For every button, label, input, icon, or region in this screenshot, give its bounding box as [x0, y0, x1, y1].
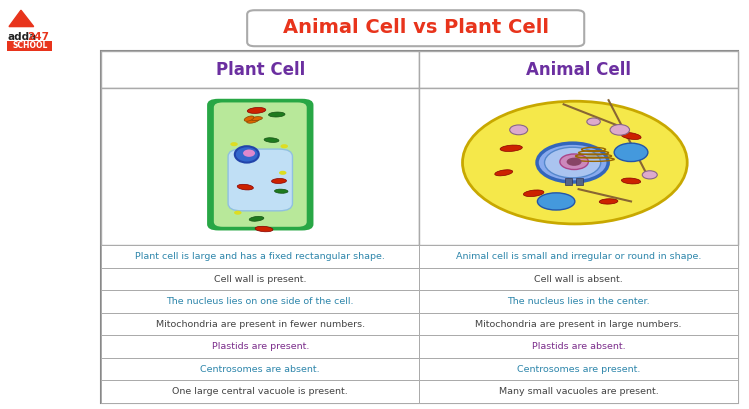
Bar: [577, 178, 583, 185]
Bar: [101, 358, 419, 380]
Bar: [101, 88, 419, 245]
Ellipse shape: [614, 143, 648, 162]
Bar: [101, 290, 419, 313]
Bar: [101, 380, 419, 403]
Ellipse shape: [560, 154, 589, 169]
Circle shape: [610, 124, 630, 135]
Bar: [419, 268, 738, 290]
Circle shape: [279, 171, 287, 175]
Text: Animal Cell: Animal Cell: [526, 61, 631, 79]
Ellipse shape: [524, 190, 544, 197]
Text: One large central vacuole is present.: One large central vacuole is present.: [172, 387, 348, 396]
Circle shape: [510, 125, 528, 135]
Ellipse shape: [264, 138, 279, 142]
Text: Mitochondria are present in fewer numbers.: Mitochondria are present in fewer number…: [156, 319, 365, 329]
Bar: [419, 88, 738, 245]
Bar: [101, 268, 419, 290]
Text: Plant Cell: Plant Cell: [216, 61, 305, 79]
Bar: [101, 335, 419, 358]
Text: The nucleus lies on one side of the cell.: The nucleus lies on one side of the cell…: [166, 297, 354, 306]
Ellipse shape: [247, 108, 266, 113]
Bar: [419, 51, 738, 88]
FancyBboxPatch shape: [247, 10, 584, 46]
Text: Mitochondria are present in large numbers.: Mitochondria are present in large number…: [476, 319, 682, 329]
Ellipse shape: [495, 170, 512, 176]
Ellipse shape: [251, 117, 262, 121]
Ellipse shape: [545, 147, 601, 178]
Ellipse shape: [538, 193, 575, 210]
Ellipse shape: [249, 216, 264, 221]
Bar: [101, 245, 419, 268]
Ellipse shape: [244, 116, 254, 121]
Bar: [7, 41, 52, 51]
Text: SCHOOL: SCHOOL: [12, 41, 48, 50]
Text: Many small vacuoles are present.: Many small vacuoles are present.: [499, 387, 658, 396]
Text: Animal Cell vs Plant Cell: Animal Cell vs Plant Cell: [282, 18, 549, 37]
Bar: [419, 335, 738, 358]
Bar: [419, 380, 738, 403]
Text: Cell wall is present.: Cell wall is present.: [214, 274, 306, 284]
Circle shape: [231, 142, 238, 146]
Text: Centrosomes are present.: Centrosomes are present.: [517, 364, 640, 374]
Ellipse shape: [237, 184, 253, 190]
Circle shape: [567, 157, 582, 166]
Ellipse shape: [235, 146, 259, 162]
Ellipse shape: [599, 199, 618, 204]
Ellipse shape: [621, 133, 641, 139]
FancyBboxPatch shape: [207, 99, 313, 231]
Ellipse shape: [243, 149, 255, 157]
Ellipse shape: [275, 189, 288, 193]
Bar: [419, 290, 738, 313]
Circle shape: [587, 118, 601, 125]
Text: 247: 247: [27, 32, 49, 42]
Ellipse shape: [269, 112, 285, 117]
Ellipse shape: [500, 145, 522, 151]
Polygon shape: [9, 10, 34, 27]
Circle shape: [281, 144, 288, 148]
Ellipse shape: [537, 143, 608, 182]
Text: Plastids are absent.: Plastids are absent.: [532, 342, 625, 351]
Text: adda: adda: [7, 32, 37, 42]
Text: Plastids are present.: Plastids are present.: [211, 342, 309, 351]
Ellipse shape: [255, 226, 273, 232]
Circle shape: [643, 171, 658, 179]
FancyBboxPatch shape: [214, 102, 307, 227]
Bar: [419, 245, 738, 268]
Ellipse shape: [272, 178, 286, 184]
Circle shape: [234, 211, 241, 215]
FancyBboxPatch shape: [228, 149, 292, 211]
Bar: [419, 313, 738, 335]
Bar: [101, 313, 419, 335]
Text: Cell wall is absent.: Cell wall is absent.: [534, 274, 623, 284]
Text: Animal cell is small and irregular or round in shape.: Animal cell is small and irregular or ro…: [456, 252, 701, 261]
Ellipse shape: [246, 118, 259, 123]
Text: Plant cell is large and has a fixed rectangular shape.: Plant cell is large and has a fixed rect…: [136, 252, 385, 261]
Bar: [101, 51, 419, 88]
Bar: [419, 358, 738, 380]
Bar: [565, 178, 572, 185]
Text: Centrosomes are absent.: Centrosomes are absent.: [201, 364, 320, 374]
Bar: [101, 51, 738, 403]
Text: The nucleus lies in the center.: The nucleus lies in the center.: [507, 297, 650, 306]
Ellipse shape: [622, 178, 640, 184]
Ellipse shape: [463, 101, 688, 224]
